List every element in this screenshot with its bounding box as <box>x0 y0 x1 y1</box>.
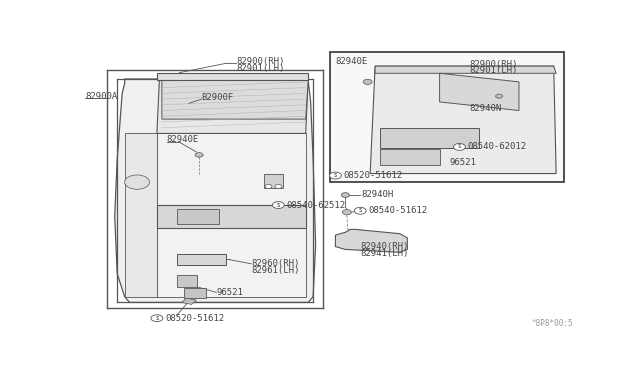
Text: 08540-51612: 08540-51612 <box>369 206 428 215</box>
Polygon shape <box>157 73 308 80</box>
Text: 08520-51612: 08520-51612 <box>344 171 403 180</box>
Circle shape <box>125 175 150 189</box>
Circle shape <box>355 207 366 214</box>
Text: 82941(LH): 82941(LH) <box>360 249 408 258</box>
Text: 08540-62012: 08540-62012 <box>468 142 527 151</box>
Circle shape <box>330 172 341 179</box>
Polygon shape <box>157 205 306 228</box>
Text: ^8P8*00:5: ^8P8*00:5 <box>532 319 573 328</box>
Polygon shape <box>177 209 219 224</box>
Polygon shape <box>162 80 308 119</box>
Circle shape <box>275 185 282 189</box>
Text: 82960(RH): 82960(RH) <box>251 259 300 268</box>
Polygon shape <box>184 288 207 298</box>
Circle shape <box>151 315 163 322</box>
Circle shape <box>195 153 203 157</box>
Polygon shape <box>375 66 556 73</box>
Text: 82940E: 82940E <box>335 57 368 66</box>
Circle shape <box>265 185 272 189</box>
Circle shape <box>273 202 284 208</box>
Polygon shape <box>380 149 440 165</box>
Polygon shape <box>125 134 157 297</box>
Polygon shape <box>440 73 519 110</box>
Circle shape <box>454 144 465 150</box>
Text: S: S <box>358 208 362 213</box>
Polygon shape <box>370 66 556 173</box>
Polygon shape <box>115 79 316 302</box>
Text: 82961(LH): 82961(LH) <box>251 266 300 275</box>
Polygon shape <box>157 80 308 134</box>
Text: 82901(LH): 82901(LH) <box>469 67 518 76</box>
Text: 82900(RH): 82900(RH) <box>236 57 285 66</box>
Polygon shape <box>335 230 408 252</box>
Polygon shape <box>182 298 196 304</box>
Circle shape <box>342 210 351 215</box>
Text: S: S <box>156 316 159 321</box>
Text: 08520-51612: 08520-51612 <box>165 314 225 323</box>
Circle shape <box>495 94 502 98</box>
Polygon shape <box>380 128 479 148</box>
Text: 96521: 96521 <box>216 288 243 297</box>
Text: S: S <box>458 144 461 150</box>
Text: 82900A: 82900A <box>85 92 117 101</box>
Text: 82940N: 82940N <box>469 104 502 113</box>
Circle shape <box>341 193 349 197</box>
Polygon shape <box>177 275 196 287</box>
Text: 82901(LH): 82901(LH) <box>236 64 285 73</box>
Text: B2900F: B2900F <box>202 93 234 102</box>
Text: 82900(RH): 82900(RH) <box>469 60 518 68</box>
Text: 08540-62512: 08540-62512 <box>287 201 346 209</box>
Circle shape <box>364 79 372 84</box>
Polygon shape <box>157 134 306 297</box>
Bar <box>330 52 564 182</box>
Text: 82940(RH): 82940(RH) <box>360 242 408 251</box>
Text: S: S <box>334 173 337 178</box>
Polygon shape <box>264 173 284 188</box>
Text: 82940H: 82940H <box>361 190 394 199</box>
Text: S: S <box>276 202 280 208</box>
Polygon shape <box>177 254 227 265</box>
Text: 96521: 96521 <box>449 158 476 167</box>
Text: 82940E: 82940E <box>167 135 199 144</box>
